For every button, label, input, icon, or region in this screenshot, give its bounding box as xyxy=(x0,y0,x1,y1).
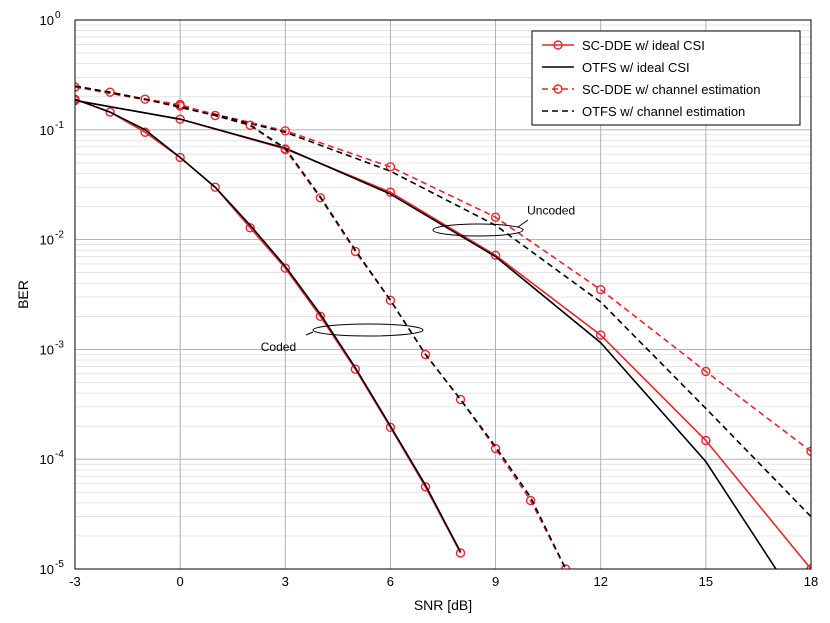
data-point xyxy=(420,349,431,360)
data-point xyxy=(596,330,606,340)
data-point xyxy=(210,182,220,192)
annotation-label: Coded xyxy=(261,340,296,354)
data-point xyxy=(455,394,466,405)
data-point xyxy=(245,223,255,233)
uncoded-leader xyxy=(517,219,529,228)
data-point xyxy=(385,162,396,172)
annotation-label: Uncoded xyxy=(527,203,575,217)
data-point xyxy=(806,446,811,457)
uncoded-ellipse xyxy=(432,223,524,237)
y-tick-label: 10 xyxy=(40,562,54,577)
y-tick-exponent: -5 xyxy=(55,559,64,570)
data-point xyxy=(525,495,536,506)
y-tick-exponent: 0 xyxy=(55,10,61,21)
annotations: Uncoded Coded xyxy=(261,203,575,354)
plot-frame xyxy=(74,19,812,570)
data-point xyxy=(315,311,326,322)
data-point xyxy=(455,548,466,558)
legend-marker xyxy=(553,84,563,94)
data-point xyxy=(701,435,711,446)
legend-entry: OTFS w/ ideal CSI xyxy=(582,60,690,75)
data-point xyxy=(420,482,431,492)
x-axis-label: SNR [dB] xyxy=(414,597,472,613)
y-tick-label: 10 xyxy=(40,123,54,138)
legend-entry: SC-DDE w/ ideal CSI xyxy=(582,38,705,53)
series-line xyxy=(75,98,462,553)
data-point xyxy=(385,422,396,433)
data-point xyxy=(385,295,396,306)
coded-ellipse xyxy=(312,323,424,337)
data-point xyxy=(175,99,185,110)
x-tick-label: 18 xyxy=(804,574,818,589)
y-tick-exponent: -3 xyxy=(55,339,64,350)
x-tick-label: 15 xyxy=(699,574,713,589)
curves xyxy=(75,82,811,569)
legend: SC-DDE w/ ideal CSI OTFS w/ ideal CSI SC-D… xyxy=(531,30,801,126)
data-point xyxy=(175,152,185,163)
y-tick-label: 10 xyxy=(40,452,54,467)
legend-marker xyxy=(553,40,563,50)
data-point xyxy=(490,212,501,222)
data-point xyxy=(701,366,711,377)
data-point xyxy=(245,120,255,130)
y-axis-label: BER xyxy=(15,280,31,309)
data-point xyxy=(280,144,290,155)
y-tick-label: 10 xyxy=(40,342,54,357)
y-tick-label: 10 xyxy=(40,233,54,248)
data-point xyxy=(75,94,80,104)
legend-box xyxy=(531,30,801,126)
data-point xyxy=(490,443,501,454)
data-point xyxy=(210,110,220,121)
x-tick-label: -3 xyxy=(69,574,81,589)
data-point xyxy=(596,284,606,295)
x-tick-label: 0 xyxy=(177,574,184,589)
x-tick-label: 12 xyxy=(593,574,607,589)
data-point xyxy=(280,263,290,273)
data-point xyxy=(560,564,571,569)
data-point xyxy=(105,107,115,117)
x-tick-label: 9 xyxy=(492,574,499,589)
data-point xyxy=(350,246,361,257)
series-line xyxy=(75,99,777,569)
data-point xyxy=(490,250,501,260)
x-tick-label: 3 xyxy=(282,574,289,589)
series-line xyxy=(75,85,567,569)
x-tick-label: 6 xyxy=(387,574,394,589)
legend-entry: SC-DDE w/ channel estimation xyxy=(582,82,760,97)
legend-entry: OTFS w/ channel estimation xyxy=(582,104,745,119)
data-point xyxy=(140,94,150,104)
data-point xyxy=(315,193,326,203)
y-tick-label: 10 xyxy=(40,13,54,28)
y-tick-exponent: -1 xyxy=(55,120,64,131)
y-tick-exponent: -4 xyxy=(55,449,64,460)
coded-leader xyxy=(305,331,314,336)
data-point xyxy=(350,364,361,374)
y-tick-exponent: -2 xyxy=(55,230,64,241)
